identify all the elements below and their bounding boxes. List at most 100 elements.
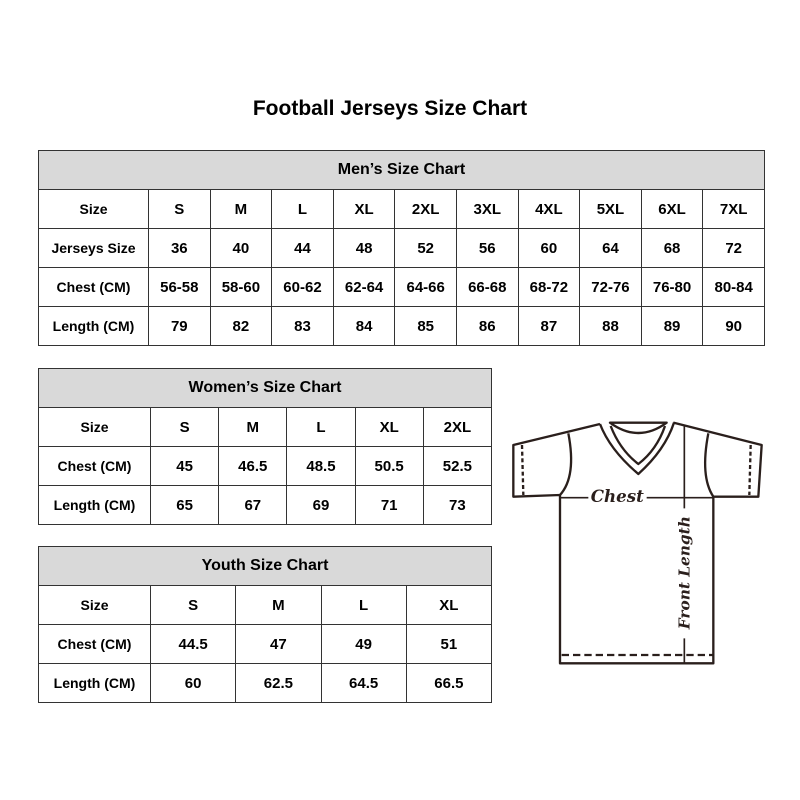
row-label: Chest (CM): [38, 446, 151, 486]
table-cell: 85: [394, 306, 457, 346]
table-cell: 62.5: [235, 663, 322, 703]
table-cell: 2XL: [422, 407, 493, 447]
table-cell: XL: [405, 585, 493, 625]
table-cell: S: [149, 585, 237, 625]
table-cell: 60: [517, 228, 581, 268]
table-row: Size S M L XL 2XL: [38, 407, 493, 447]
table-cell: 58-60: [209, 267, 273, 307]
table-row: Size S M L XL 2XL 3XL 4XL 5XL 6XL 7XL: [38, 189, 765, 229]
table-cell: 66-68: [455, 267, 519, 307]
table-row: Jerseys Size 36 40 44 48 52 56 60 64 68 72: [38, 228, 765, 268]
table-cell: 47: [235, 624, 322, 664]
table-cell: 64: [579, 228, 642, 268]
row-label: Jerseys Size: [38, 228, 149, 268]
row-label: Size: [38, 407, 151, 447]
table-cell: 80-84: [702, 267, 765, 307]
table-row: Chest (CM) 45 46.5 48.5 50.5 52.5: [38, 446, 493, 486]
table-cell: 87: [517, 306, 581, 346]
table-cell: 48: [332, 228, 396, 268]
table-cell: 72: [702, 228, 765, 268]
table-cell: 82: [209, 306, 273, 346]
table-cell: 60: [149, 663, 237, 703]
table-cell: 86: [455, 306, 519, 346]
table-cell: 5XL: [579, 189, 642, 229]
table-cell: 68-72: [517, 267, 581, 307]
table-cell: S: [149, 407, 220, 447]
table-cell: 2XL: [394, 189, 457, 229]
table-row: Length (CM) 60 62.5 64.5 66.5: [38, 663, 493, 703]
table-row: Chest (CM) 56-58 58-60 60-62 62-64 64-66 66-68…: [38, 267, 765, 307]
row-label: Length (CM): [38, 663, 151, 703]
table-cell: 6XL: [640, 189, 704, 229]
women-table-title: Women’s Size Chart: [38, 368, 492, 408]
sleeve-hem-right: [748, 444, 752, 496]
right-armhole: [704, 433, 715, 498]
womens-size-table: Women’s Size Chart Size S M L XL 2XL Chest (CM)…: [38, 368, 493, 525]
table-cell: 52: [394, 228, 457, 268]
table-cell: 73: [422, 485, 493, 525]
table-cell: 56-58: [148, 267, 211, 307]
table-row: Size S M L XL: [38, 585, 493, 625]
table-cell: 3XL: [455, 189, 519, 229]
table-cell: 48.5: [286, 446, 356, 486]
table-cell: 4XL: [517, 189, 581, 229]
table-cell: XL: [332, 189, 396, 229]
table-cell: 60-62: [271, 267, 334, 307]
table-cell: 79: [148, 306, 211, 346]
table-cell: 64.5: [320, 663, 407, 703]
collar-outer: [598, 422, 676, 476]
collar-top: [608, 421, 668, 435]
table-cell: M: [235, 585, 322, 625]
table-cell: 56: [455, 228, 519, 268]
table-cell: 66.5: [405, 663, 493, 703]
table-cell: 65: [149, 485, 220, 525]
table-cell: 50.5: [354, 446, 424, 486]
table-cell: 90: [702, 306, 765, 346]
table-cell: 64-66: [394, 267, 457, 307]
row-label: Chest (CM): [38, 267, 149, 307]
table-cell: 67: [218, 485, 288, 525]
table-cell: 83: [271, 306, 334, 346]
table-cell: 44.5: [149, 624, 237, 664]
table-cell: 69: [286, 485, 356, 525]
table-cell: M: [209, 189, 273, 229]
jersey-diagram: Chest Front Length: [512, 421, 763, 665]
table-cell: L: [320, 585, 407, 625]
table-cell: L: [286, 407, 356, 447]
table-row: Length (CM) 65 67 69 71 73: [38, 485, 493, 525]
men-table-title: Men’s Size Chart: [38, 150, 765, 190]
table-cell: M: [218, 407, 288, 447]
row-label: Size: [38, 189, 149, 229]
table-cell: 88: [579, 306, 642, 346]
table-cell: 49: [320, 624, 407, 664]
table-cell: 84: [332, 306, 396, 346]
collar-inner: [609, 425, 667, 466]
table-cell: XL: [354, 407, 424, 447]
row-label: Length (CM): [38, 306, 149, 346]
table-cell: 51: [405, 624, 493, 664]
table-cell: 7XL: [702, 189, 765, 229]
youth-size-table: Youth Size Chart Size S M L XL Chest (CM) 44.5 4…: [38, 546, 493, 703]
left-armhole: [559, 433, 573, 496]
table-cell: 44: [271, 228, 334, 268]
row-label: Chest (CM): [38, 624, 151, 664]
table-cell: 72-76: [579, 267, 642, 307]
table-row: Chest (CM) 44.5 47 49 51: [38, 624, 493, 664]
row-label: Size: [38, 585, 151, 625]
table-cell: 52.5: [422, 446, 493, 486]
youth-table-title: Youth Size Chart: [38, 546, 492, 586]
chest-label: Chest: [591, 486, 644, 506]
table-cell: 40: [209, 228, 273, 268]
shirt-outline: [512, 421, 763, 665]
table-row: Length (CM) 79 82 83 84 85 86 87 88 89 90: [38, 306, 765, 346]
table-cell: 71: [354, 485, 424, 525]
mens-size-table: Men’s Size Chart Size S M L XL 2XL 3XL 4XL 5XL 6XL…: [38, 150, 765, 346]
table-cell: 36: [148, 228, 211, 268]
table-cell: S: [148, 189, 211, 229]
row-label: Length (CM): [38, 485, 151, 525]
sleeve-hem-left: [520, 444, 525, 496]
table-cell: L: [271, 189, 334, 229]
table-cell: 76-80: [640, 267, 704, 307]
table-cell: 62-64: [332, 267, 396, 307]
